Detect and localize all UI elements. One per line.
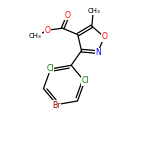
Text: Cl: Cl [82, 76, 89, 85]
Text: Cl: Cl [46, 64, 54, 73]
Text: O: O [45, 26, 50, 35]
Text: CH₃: CH₃ [29, 33, 41, 39]
Text: Br: Br [52, 101, 60, 110]
Text: N: N [96, 48, 101, 57]
Text: O: O [65, 11, 71, 20]
Text: O: O [102, 33, 108, 41]
Text: CH₃: CH₃ [88, 8, 100, 14]
